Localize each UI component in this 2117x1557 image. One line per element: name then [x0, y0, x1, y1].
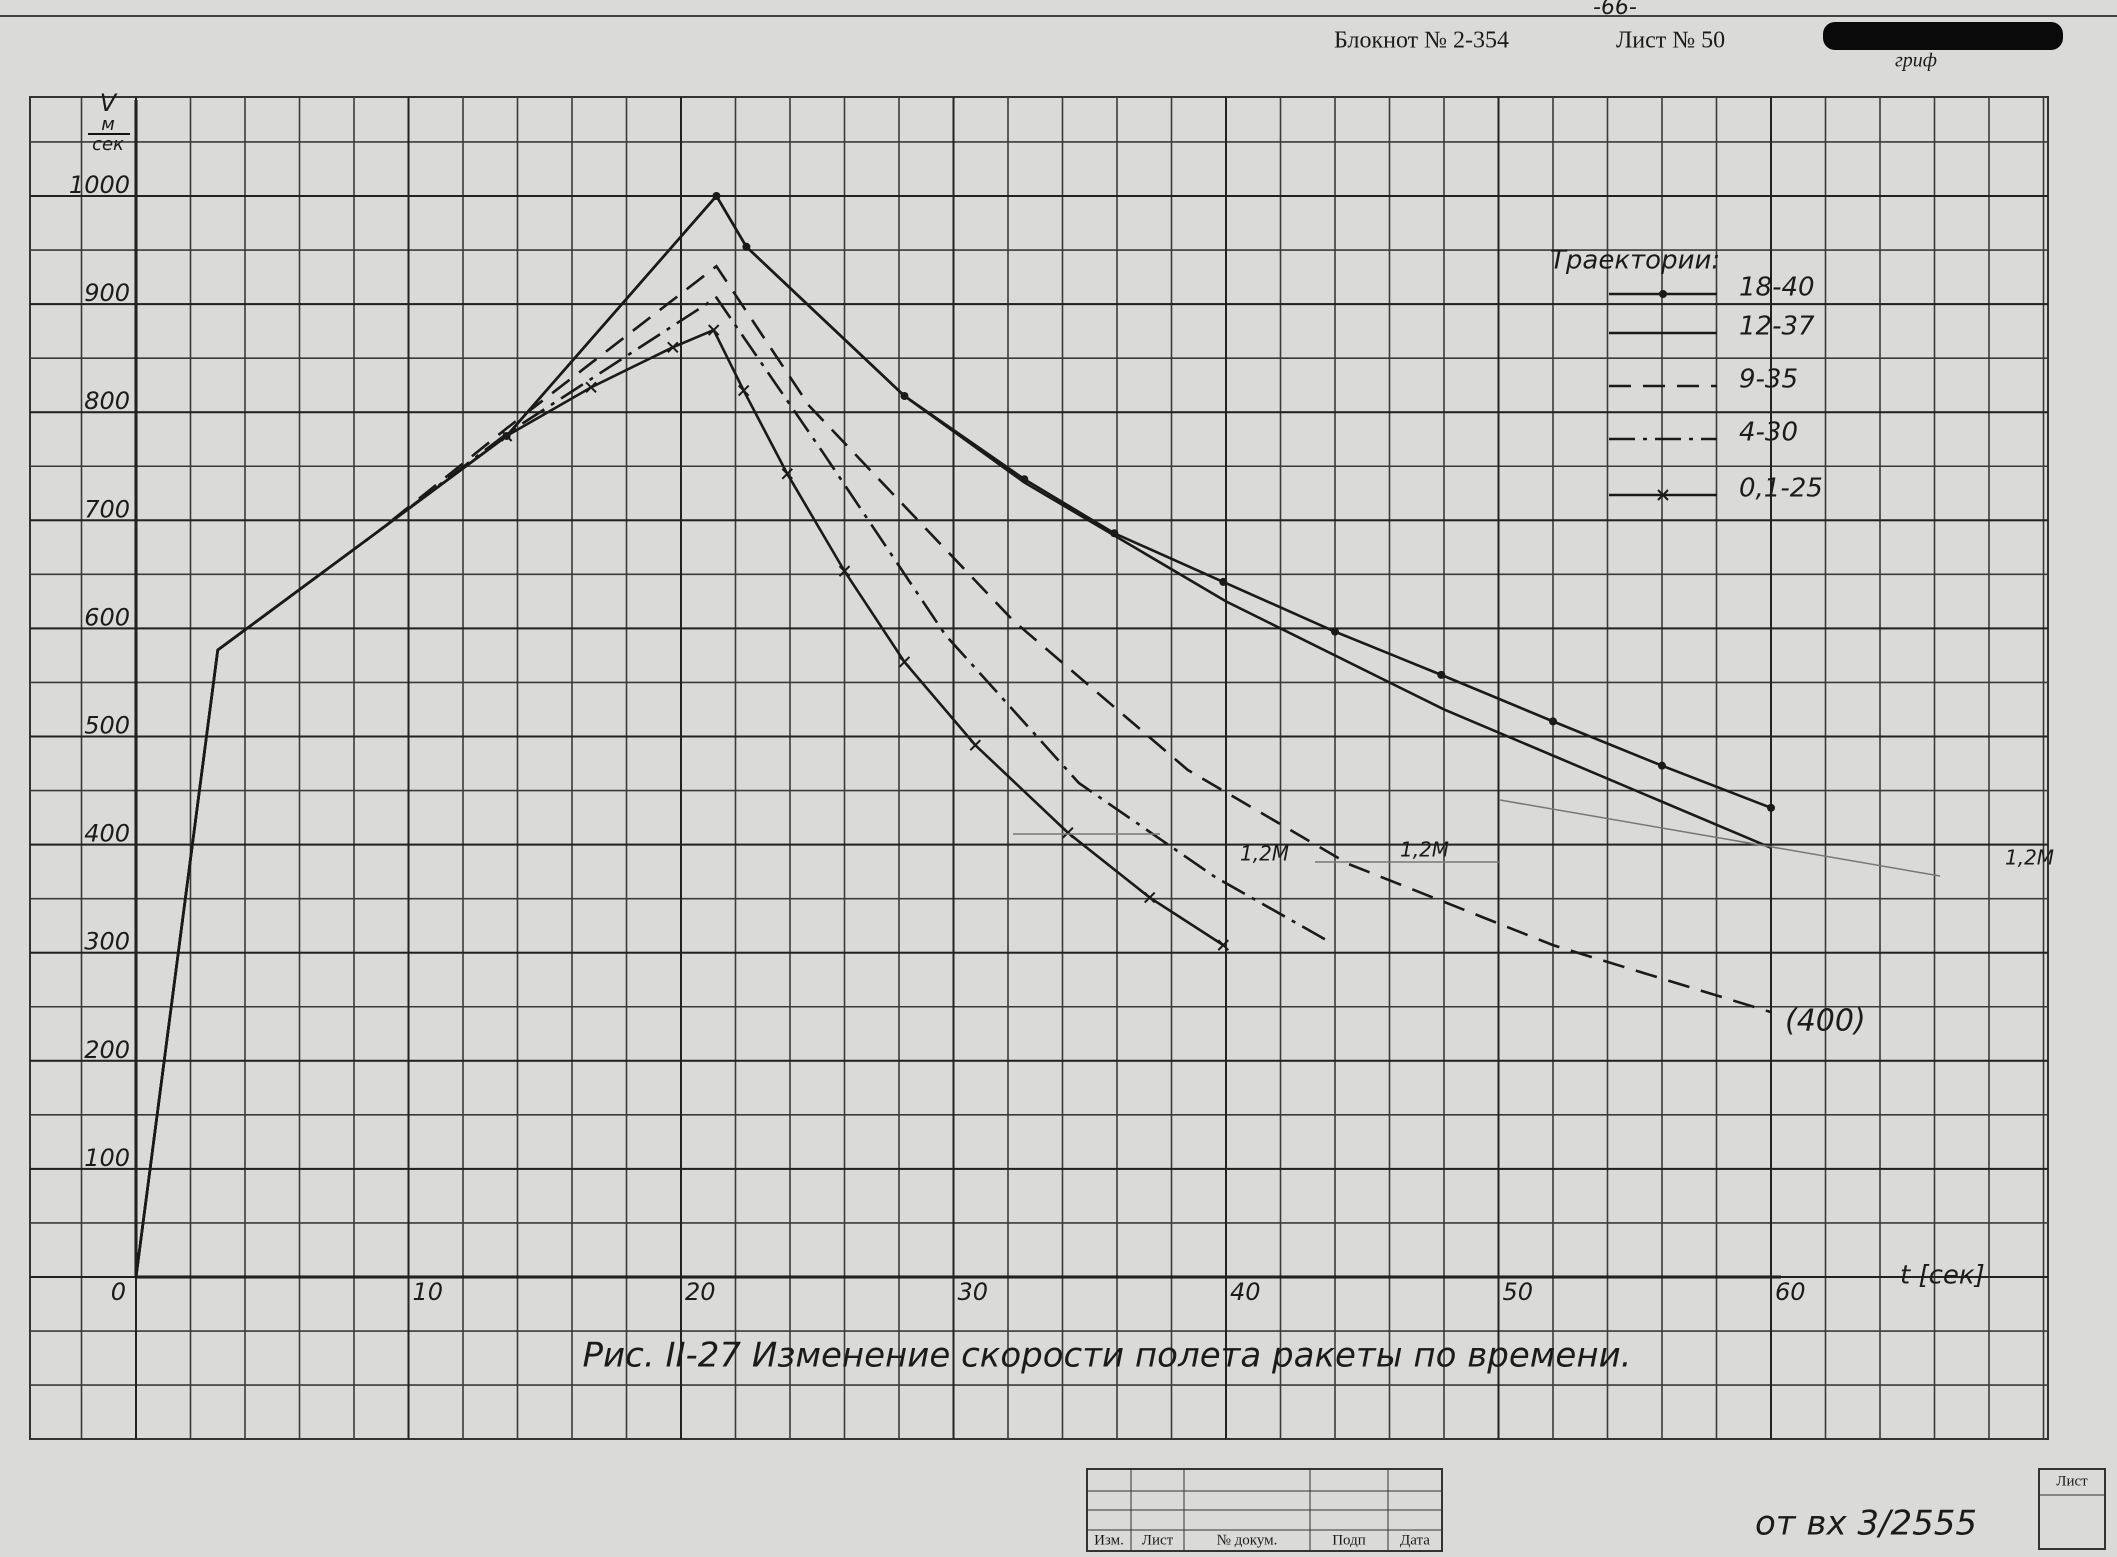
footer-stamp: Лист от вх 3/2555 Изм. Лист № докум. Подп Да…	[1086, 1468, 2106, 1552]
legend-label: 4-30	[1739, 418, 1798, 448]
page-mark: -66-	[1593, 0, 1637, 20]
x-tick-label: 50	[1503, 1278, 1534, 1306]
legend-label: 12-37	[1739, 312, 1815, 342]
chart: 100 200 300 400 500 600 700 800 900 1000 0 10 20 30 40…	[30, 89, 2054, 1439]
legend-label: 9-35	[1739, 365, 1798, 395]
stamp: гриф	[1895, 50, 1937, 72]
marker	[898, 656, 911, 668]
y-unit-denominator: сек	[92, 134, 124, 155]
annotation: 1,2М	[1240, 842, 1289, 866]
y-tick-label: 100	[84, 1144, 130, 1172]
marker	[1331, 627, 1339, 636]
legend-label: 18-40	[1739, 273, 1815, 303]
stamp-column-label: Изм.	[1094, 1532, 1124, 1548]
stamp-column-label: Подп	[1332, 1532, 1366, 1548]
y-tick-label: 300	[84, 928, 130, 956]
y-tick-label: 200	[84, 1036, 130, 1064]
annotation: (400)	[1785, 1004, 1866, 1039]
marker	[707, 324, 720, 336]
chart-title: Рис. II-27 Изменение скорости полета рак…	[583, 1336, 1632, 1376]
x-tick-label: 60	[1775, 1278, 1806, 1306]
y-tick-label: 400	[84, 820, 130, 848]
y-tick-label: 500	[84, 712, 130, 740]
marker	[1767, 803, 1775, 812]
marker	[1143, 891, 1156, 904]
marker	[667, 341, 679, 354]
notebook: Блокнот № 2-354	[1334, 28, 1509, 54]
x-axis-label: t [сек]	[1900, 1261, 1985, 1291]
legend-label: 0,1-25	[1739, 474, 1823, 504]
y-tick-label: 700	[84, 495, 130, 523]
stamp-column-label: Лист	[1142, 1532, 1174, 1548]
y-unit-numerator: м	[101, 114, 115, 135]
y-tick-label: 1000	[69, 171, 130, 199]
marker	[1217, 939, 1229, 951]
legend-marker	[1657, 489, 1669, 501]
stamp-column-label: № докум.	[1217, 1532, 1278, 1548]
marker	[1658, 761, 1666, 770]
stamp-column-label: Дата	[1400, 1532, 1430, 1548]
legend-title: Траектории:	[1550, 246, 1720, 276]
annotation: 1,2М	[1400, 838, 1449, 862]
marker	[1219, 577, 1228, 586]
y-tick-label: 600	[84, 603, 130, 631]
x-tick-label: 10	[413, 1278, 444, 1306]
series-line	[134, 295, 1331, 1278]
marker	[737, 384, 750, 397]
marker	[1437, 670, 1446, 679]
registration: от вх 3/2555	[1755, 1504, 1977, 1544]
x-tick-label: 20	[685, 1278, 716, 1306]
sheet-box-label: Лист	[2056, 1473, 2088, 1489]
x-tick-label: 0	[111, 1278, 126, 1306]
y-axis-label: V	[100, 89, 118, 117]
marker	[969, 739, 982, 751]
redaction	[1823, 22, 2063, 50]
marker	[1549, 717, 1557, 726]
y-tick-label: 900	[84, 279, 130, 307]
y-tick-label: 800	[84, 387, 130, 415]
marker	[585, 381, 597, 394]
marker	[838, 565, 851, 577]
marker	[1062, 827, 1074, 839]
annotation-line	[1499, 799, 1941, 877]
sheet-box	[2038, 1468, 2106, 1550]
x-tick-label: 40	[1230, 1278, 1261, 1306]
sheet: Лист № 50	[1616, 28, 1725, 54]
legend-marker	[1659, 290, 1667, 298]
marker	[500, 430, 513, 442]
marker	[781, 468, 793, 480]
paper-frame	[29, 96, 2049, 1440]
x-tick-label: 30	[958, 1278, 989, 1306]
annotation: 1,2М	[2005, 846, 2054, 870]
